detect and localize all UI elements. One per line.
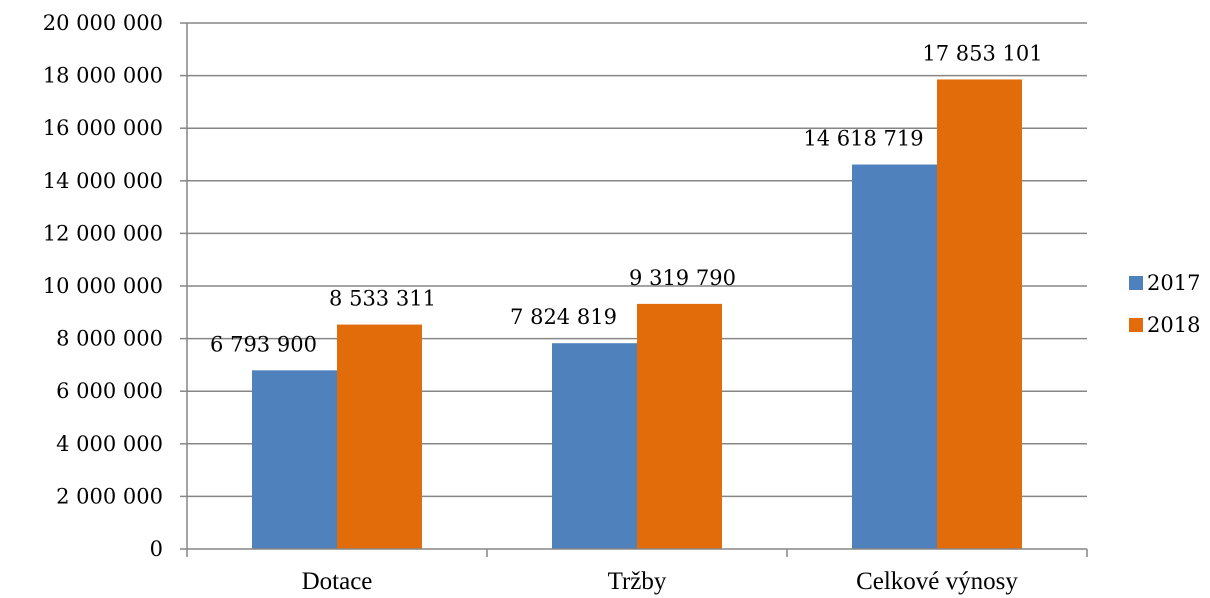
- legend-label-2018: 2018: [1147, 313, 1200, 337]
- data-label-2018-0: 8 533 311: [329, 287, 436, 311]
- data-label-2017-2: 14 618 719: [803, 127, 923, 151]
- bar-2017-1: [552, 343, 637, 549]
- y-tick-label: 6 000 000: [56, 379, 163, 403]
- bar-2018-2: [937, 79, 1022, 549]
- axes: 0 2 000 000 4 000 000 6 000 000 8 000 000 10 …: [43, 11, 1088, 595]
- y-tick-label: 0: [150, 537, 163, 561]
- y-tick-label: 2 000 000: [56, 484, 163, 508]
- data-label-2018-2: 17 853 101: [922, 41, 1042, 65]
- legend-label-2017: 2017: [1147, 271, 1200, 295]
- bars: [252, 79, 1022, 549]
- bar-2018-1: [637, 303, 722, 549]
- y-tick-label: 16 000 000: [43, 116, 163, 140]
- y-tick-label: 14 000 000: [43, 169, 163, 193]
- data-label-2018-1: 9 319 790: [629, 266, 736, 290]
- y-tick-label: 8 000 000: [56, 327, 163, 351]
- y-tick-label: 18 000 000: [43, 64, 163, 88]
- data-labels: 6 793 900 8 533 311 7 824 819 9 319 790 14 6…: [210, 41, 1043, 356]
- y-tick-label: 20 000 000: [43, 11, 163, 35]
- data-label-2017-1: 7 824 819: [510, 305, 617, 329]
- legend: 2017 2018: [1129, 271, 1200, 337]
- y-tick-label: 4 000 000: [56, 432, 163, 456]
- bar-2017-2: [852, 164, 937, 549]
- bar-2017-0: [252, 370, 337, 549]
- y-tick-label: 12 000 000: [43, 221, 163, 245]
- bar-2018-0: [337, 324, 422, 549]
- y-tick-label: 10 000 000: [43, 274, 163, 298]
- data-label-2017-0: 6 793 900: [210, 332, 317, 356]
- x-category-label: Celkové výnosy: [856, 568, 1018, 595]
- x-category-label: Dotace: [302, 568, 373, 595]
- x-category-label: Tržby: [608, 568, 667, 595]
- legend-swatch-2018: [1129, 318, 1143, 332]
- legend-swatch-2017: [1129, 276, 1143, 290]
